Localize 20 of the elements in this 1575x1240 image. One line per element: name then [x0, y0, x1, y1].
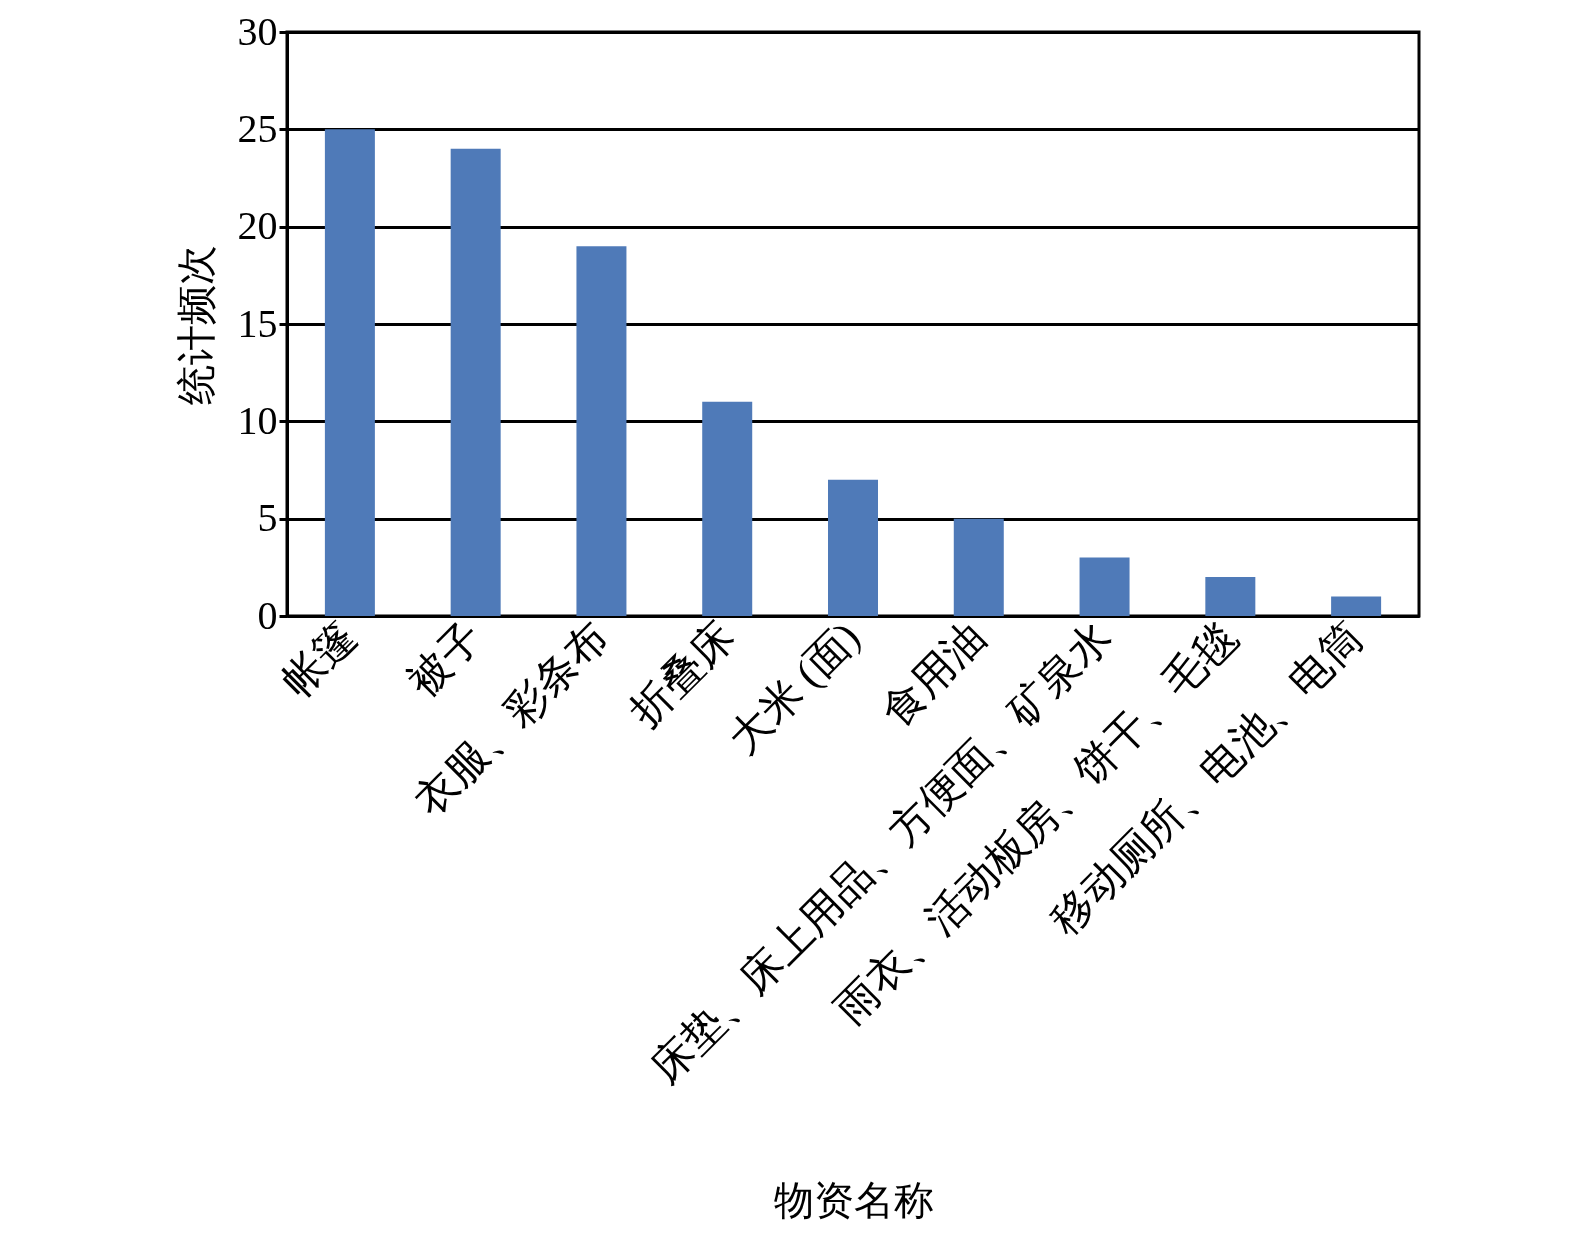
bar — [828, 479, 878, 616]
y-tick-label: 20 — [237, 203, 278, 249]
bar — [1205, 577, 1256, 616]
x-tick-label: 被子 — [399, 613, 492, 706]
bar — [324, 129, 375, 616]
bar — [702, 401, 753, 616]
bar — [1331, 596, 1382, 616]
y-tick-label: 25 — [237, 105, 278, 151]
bar — [576, 246, 627, 616]
y-tick-label: 0 — [257, 592, 278, 638]
bar — [1079, 557, 1130, 616]
x-tick-label: 食用油 — [872, 613, 995, 736]
bar — [450, 148, 501, 616]
y-tick-label: 10 — [237, 397, 278, 443]
y-tick-label: 30 — [237, 8, 278, 54]
y-tick-label: 15 — [237, 300, 278, 346]
x-axis-title: 物资名称 — [773, 1177, 934, 1223]
y-tick-label: 5 — [257, 495, 278, 541]
y-axis-title: 统计频次 — [173, 244, 219, 405]
bar — [953, 518, 1004, 616]
